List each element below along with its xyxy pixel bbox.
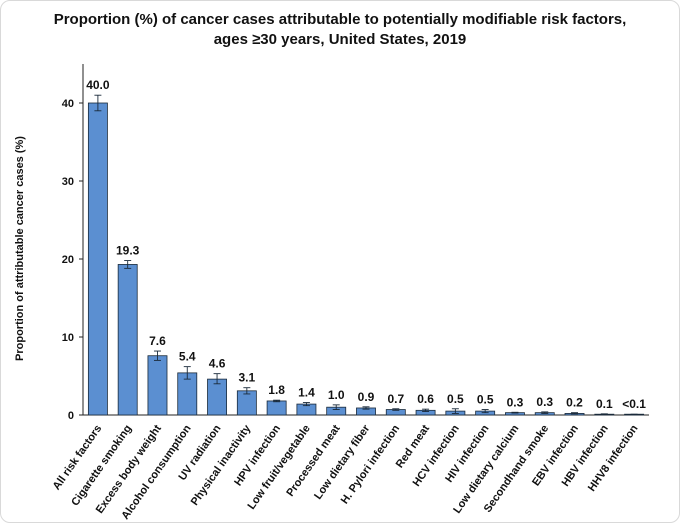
error-bar [541, 411, 549, 414]
data-label: 0.1 [596, 397, 613, 411]
data-labels: 40.0 19.3 7.6 5.4 4.6 3.1 1.8 1.4 1.0 0.9 0.7 0.6 0.… [86, 78, 646, 411]
error-bar [362, 406, 370, 410]
y-tick-label: 10 [62, 332, 74, 344]
bars [87, 102, 645, 416]
bar [236, 390, 257, 416]
error-bar [422, 408, 430, 412]
error-bar [600, 413, 608, 415]
data-label: 0.5 [447, 392, 464, 406]
category-label: Processed meat [284, 423, 342, 499]
data-label: 0.6 [417, 392, 434, 406]
data-label: 1.8 [268, 383, 285, 397]
error-bar [302, 402, 310, 407]
bar [87, 102, 108, 416]
data-label: 0.3 [507, 395, 524, 409]
data-label: 0.2 [566, 396, 583, 410]
chart-title-line-1: Proportion (%) of cancer cases attributa… [53, 11, 627, 28]
category-label: Low dietary fiber [312, 422, 373, 502]
data-label: 5.4 [179, 350, 196, 364]
data-label: <0.1 [622, 397, 646, 411]
y-tick-label: 20 [62, 254, 74, 266]
error-bar [153, 350, 161, 361]
data-label: 0.9 [358, 390, 375, 404]
error-bar [481, 409, 489, 414]
error-bar [630, 413, 638, 416]
error-bar [273, 399, 281, 403]
data-label: 19.3 [116, 244, 140, 258]
data-label: 0.7 [387, 392, 404, 406]
bar [266, 400, 287, 416]
error-bar [124, 260, 132, 269]
bar [207, 378, 227, 416]
data-label: 1.0 [328, 388, 345, 402]
error-bar [511, 411, 519, 414]
bar [147, 355, 168, 416]
chart-title-line-2: ages ≥30 years, United States, 2019 [213, 31, 467, 48]
bar [117, 264, 138, 416]
error-bar [94, 94, 102, 112]
error-bar [392, 408, 400, 411]
data-label: 3.1 [238, 371, 255, 385]
data-label: 4.6 [209, 357, 226, 371]
error-bar [213, 373, 221, 385]
error-bar [571, 412, 579, 415]
data-label: 0.3 [536, 395, 553, 409]
y-tick-label: 40 [62, 98, 74, 110]
error-bar [183, 366, 191, 380]
y-axis-label: Proportion of attributable cancer cases … [14, 136, 26, 361]
chart-title: Proportion (%) of cancer cases attributa… [0, 10, 680, 50]
y-tick-label: 0 [68, 410, 74, 422]
data-label: 7.6 [149, 334, 166, 348]
data-label: 40.0 [86, 78, 110, 92]
data-label: 0.5 [477, 393, 494, 407]
category-label: H. Pylori infection [339, 423, 403, 507]
data-label: 1.4 [298, 386, 315, 400]
chart-axes [82, 64, 649, 416]
error-bar [332, 404, 340, 410]
error-bar [451, 408, 459, 414]
error-bars [94, 94, 638, 416]
y-axis-ticks: 0 10 20 30 40 [62, 98, 83, 422]
error-bar [243, 387, 251, 395]
y-tick-label: 30 [62, 176, 74, 188]
